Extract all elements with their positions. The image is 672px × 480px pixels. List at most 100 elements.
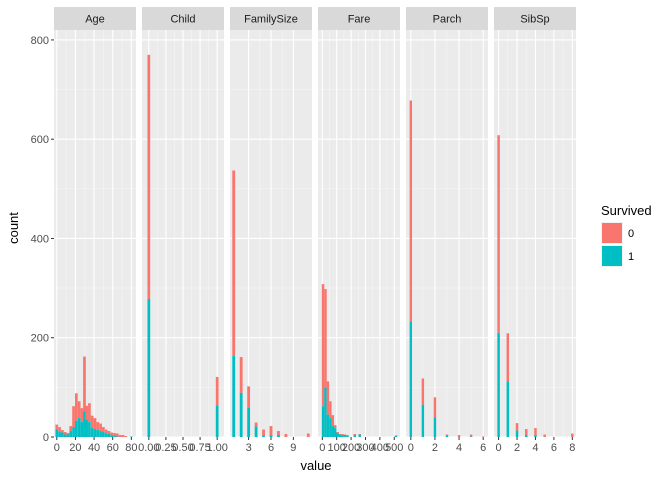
bar-survived-0 — [421, 378, 425, 405]
bar-survived-0 — [85, 405, 88, 420]
x-tick-label: 0 — [54, 442, 60, 454]
x-tick-label: 2 — [514, 442, 520, 454]
bar-survived-0 — [116, 433, 119, 437]
bar-survived-1 — [506, 381, 510, 437]
bar-survived-1 — [534, 435, 537, 437]
strip-label: Age — [85, 14, 105, 26]
bar-survived-0 — [83, 356, 86, 412]
bar-survived-0 — [457, 435, 461, 437]
bar-survived-0 — [469, 434, 473, 437]
bar-survived-0 — [72, 406, 75, 428]
bar-survived-1 — [83, 411, 86, 437]
bar-survived-0 — [445, 434, 449, 436]
x-tick-label: 4 — [532, 442, 538, 454]
bar-survived-0 — [269, 426, 273, 436]
bar-survived-1 — [326, 414, 330, 437]
x-tick-label: 3 — [246, 442, 252, 454]
bar-survived-1 — [409, 321, 413, 437]
bar-survived-1 — [232, 356, 236, 437]
bar-survived-1 — [331, 426, 335, 437]
bar-survived-1 — [69, 431, 73, 437]
strip-background — [494, 7, 576, 30]
bar-survived-1 — [341, 435, 344, 437]
bar-survived-0 — [121, 435, 125, 437]
bar-survived-1 — [66, 434, 70, 437]
bar-survived-1 — [353, 435, 357, 437]
strip-background — [230, 7, 312, 30]
bar-survived-0 — [277, 431, 280, 436]
y-axis: 0 200 400 600 800 — [31, 35, 54, 444]
bar-survived-0 — [102, 427, 105, 433]
bar-survived-0 — [506, 333, 510, 382]
strip-background — [318, 7, 400, 30]
bar-survived-0 — [147, 54, 151, 300]
legend-title: Survived — [601, 203, 652, 218]
bar-survived-0 — [525, 429, 528, 436]
bar-survived-0 — [99, 423, 102, 432]
bar-survived-0 — [69, 426, 73, 432]
bar-survived-1 — [346, 436, 349, 437]
bar-survived-0 — [113, 433, 116, 436]
x-axis-title: value — [300, 458, 331, 473]
bar-survived-1 — [55, 429, 59, 437]
bar-survived-1 — [421, 404, 425, 437]
bar-survived-1 — [102, 432, 105, 437]
bar-survived-0 — [534, 428, 537, 436]
bar-survived-0 — [334, 425, 337, 429]
bar-survived-0 — [110, 432, 114, 436]
bar-survived-0 — [215, 376, 219, 406]
bar-survived-0 — [324, 289, 327, 388]
bar-survived-0 — [80, 408, 84, 423]
bar-survived-0 — [341, 434, 344, 436]
legend-swatch-1 — [602, 246, 622, 266]
x-tick-label: 0 — [408, 442, 414, 454]
bar-survived-0 — [239, 357, 243, 393]
x-tick-label: 40 — [88, 442, 100, 454]
bar-survived-0 — [346, 435, 349, 437]
bar-survived-1 — [113, 435, 116, 437]
x-tick-label: 60 — [107, 442, 119, 454]
bar-survived-1 — [61, 432, 64, 437]
strip-background — [54, 7, 136, 30]
bar-survived-0 — [107, 431, 111, 435]
bar-survived-0 — [497, 135, 500, 333]
x-tick-label: 6 — [268, 442, 274, 454]
bar-survived-0 — [571, 433, 574, 437]
bar-survived-1 — [336, 433, 339, 437]
y-tick-label: 800 — [31, 35, 49, 47]
legend: Survived 0 1 — [601, 203, 652, 267]
strip-label: Child — [170, 14, 195, 26]
strip-label: FamilySize — [244, 14, 298, 26]
bar-survived-1 — [107, 434, 111, 437]
bar-survived-1 — [497, 332, 500, 437]
x-tick-label: 0 — [496, 442, 502, 454]
x-tick-label: 300 — [356, 442, 374, 454]
x-tick-label: 0.00 — [138, 442, 159, 454]
y-tick-label: 0 — [43, 432, 49, 444]
legend-swatch-0 — [602, 223, 622, 243]
bar-survived-1 — [96, 430, 100, 437]
bar-survived-0 — [515, 423, 519, 431]
bar-survived-0 — [55, 424, 59, 430]
bar-survived-0 — [326, 381, 330, 415]
x-tick-label: 500 — [385, 442, 403, 454]
x-tick-label: 0.75 — [189, 442, 210, 454]
y-axis-title: count — [6, 212, 21, 244]
bar-survived-1 — [269, 435, 273, 437]
bar-survived-1 — [77, 418, 81, 437]
bar-survived-1 — [262, 435, 265, 437]
bar-survived-1 — [321, 406, 325, 437]
bar-survived-1 — [343, 435, 347, 437]
bar-survived-0 — [58, 427, 61, 433]
bar-survived-1 — [445, 435, 449, 437]
bar-survived-0 — [336, 432, 339, 434]
x-tick-label: 20 — [69, 442, 81, 454]
bar-survived-0 — [284, 434, 288, 437]
bar-survived-1 — [358, 434, 361, 437]
bar-survived-1 — [515, 430, 519, 437]
panel-sibsp: SibSp 0 2 4 6 8 — [494, 7, 576, 454]
bar-survived-0 — [77, 401, 81, 419]
bar-survived-1 — [58, 432, 61, 437]
